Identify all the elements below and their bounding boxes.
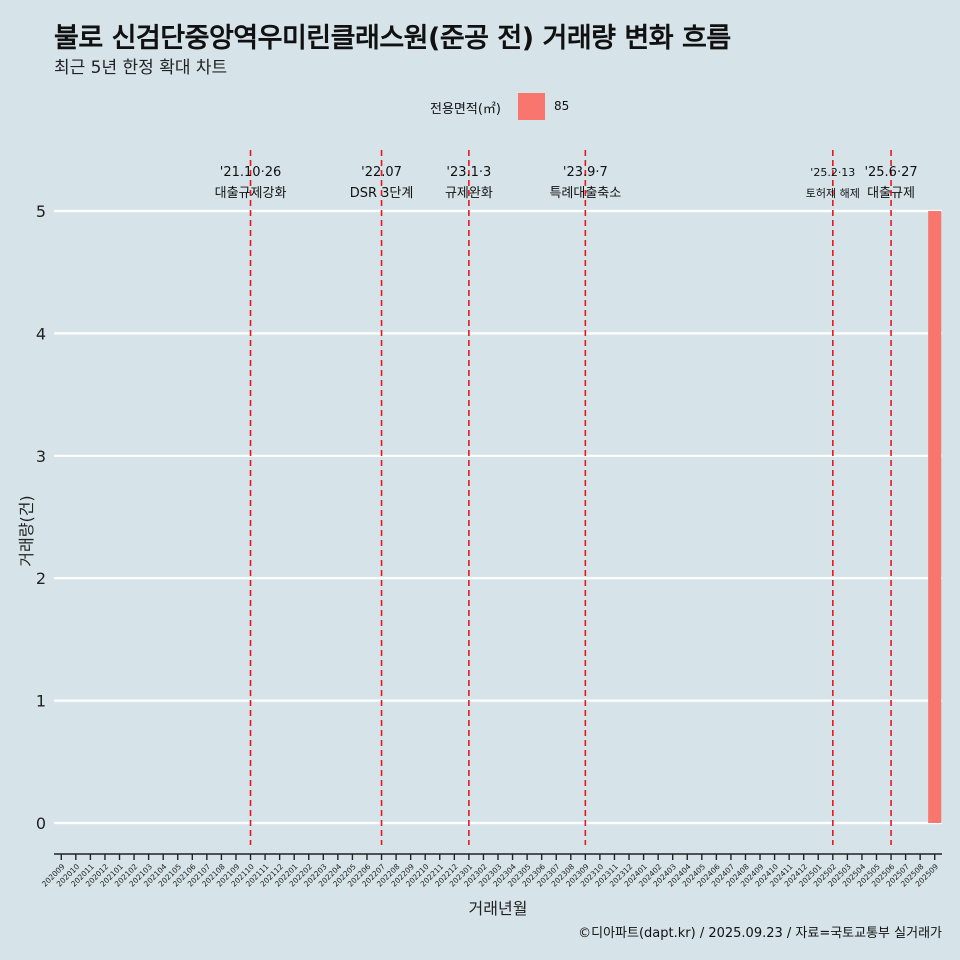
event-name-label: 대출규제 [867, 186, 915, 201]
event-date-label: '22.07 [361, 165, 402, 180]
event-date-label: '25.6·27 [864, 165, 917, 180]
x-axis-title: 거래년월 [469, 899, 528, 918]
y-tick-label: 2 [36, 569, 46, 588]
event-name-label: 특례대출축소 [549, 186, 621, 201]
y-tick-label: 0 [36, 814, 46, 833]
event-date-label: '21.10·26 [220, 165, 281, 180]
legend-title: 전용면적(㎡) [430, 102, 501, 117]
y-tick-label: 5 [36, 202, 46, 221]
event-name-label: DSR 3단계 [350, 186, 414, 201]
caption: ©디아파트(dapt.kr) / 2025.09.23 / 자료=국토교통부 실… [578, 926, 942, 941]
event-name-label: 대출규제강화 [215, 186, 287, 201]
legend-key-swatch [518, 93, 545, 120]
chart-subtitle: 최근 5년 한정 확대 차트 [54, 58, 228, 78]
event-date-label: '23.1·3 [446, 165, 491, 180]
y-tick-label: 3 [36, 447, 46, 466]
y-tick-label: 1 [36, 692, 46, 711]
chart-title: 불로 신검단중앙역우미린클래스원(준공 전) 거래량 변화 흐름 [54, 23, 731, 54]
legend: 전용면적(㎡) 85 [0, 93, 960, 121]
bar [928, 211, 942, 823]
y-axis-title: 거래량(건) [17, 495, 36, 566]
event-name-label: 토허제 해제 [806, 186, 860, 200]
legend-label: 85 [554, 99, 570, 113]
event-date-label: '25.2·13 [810, 166, 855, 179]
event-name-label: 규제완화 [445, 186, 493, 201]
event-date-label: '23.9·7 [563, 165, 608, 180]
y-tick-label: 4 [36, 324, 46, 343]
